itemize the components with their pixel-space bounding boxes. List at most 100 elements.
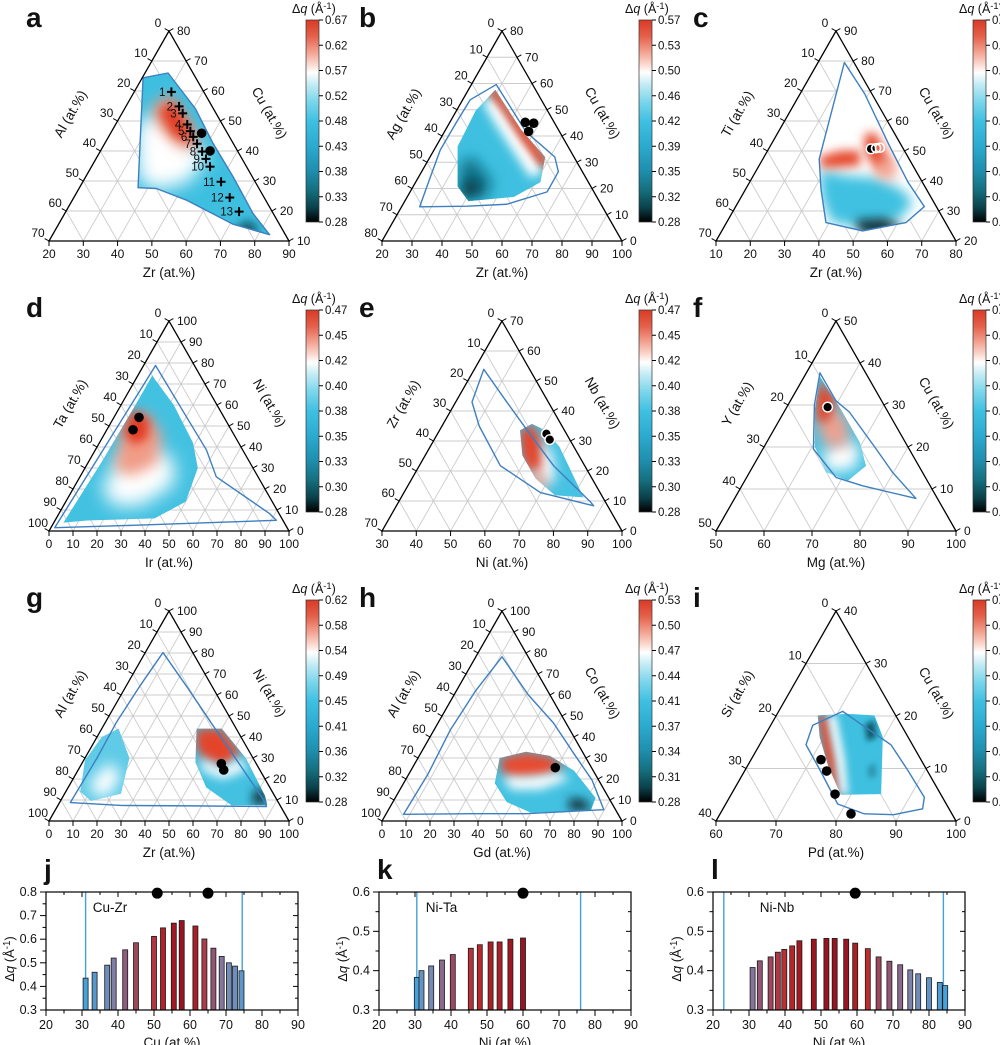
right-axis-title: Ni (at.%): [250, 666, 289, 719]
svg-text:90: 90: [189, 625, 203, 639]
bottom-axis-title: Zr (at.%): [476, 265, 529, 280]
colorbar-title: Δq (Å-1): [292, 1, 336, 16]
svg-text:70: 70: [512, 537, 526, 551]
svg-text:60: 60: [519, 827, 533, 841]
svg-text:0: 0: [297, 524, 304, 538]
panel-e: e 30 0 70 40 10 60 50 20 50 60 30 40 70 40 30 80 50 20 90 6…: [333, 290, 680, 580]
svg-text:80: 80: [177, 24, 191, 38]
svg-text:30: 30: [405, 247, 419, 261]
svg-text:100: 100: [612, 537, 632, 551]
ternary-chart-f: 50 0 50 60 10 40 70 20 30 80 30 20 90 40 10 100 50 0 Mg (a…: [698, 291, 1000, 570]
ternary-ticks: [44, 28, 294, 246]
svg-text:40: 40: [812, 247, 826, 261]
svg-text:20: 20: [117, 76, 131, 90]
svg-text:80: 80: [922, 1018, 936, 1032]
svg-text:30: 30: [114, 827, 128, 841]
svg-text:0.28: 0.28: [325, 507, 347, 519]
y-axis-title: Δq (Å-1): [2, 936, 17, 982]
axis-tick-labels: 20 30 40 50 60 70 80 90 0.3 0.4 0.5 0.6 0.7 0.8: [20, 885, 305, 1032]
svg-text:90: 90: [624, 1018, 638, 1032]
svg-text:0.32: 0.32: [658, 192, 680, 204]
svg-text:40: 40: [444, 1018, 458, 1032]
svg-text:70: 70: [552, 1018, 566, 1032]
svg-text:0: 0: [488, 596, 495, 610]
svg-text:30: 30: [408, 1018, 422, 1032]
composition-region-outline: [137, 72, 271, 236]
svg-text:70: 70: [67, 743, 81, 757]
composition-markers: [520, 117, 539, 137]
svg-text:20: 20: [706, 1018, 720, 1032]
svg-text:0.42: 0.42: [325, 356, 347, 368]
system-label: Cu-Zr: [93, 900, 128, 915]
svg-text:30: 30: [585, 155, 599, 169]
left-axis-title: Al (at.%): [51, 88, 90, 140]
svg-text:40: 40: [582, 730, 596, 744]
svg-text:0.29: 0.29: [992, 772, 1000, 784]
svg-text:0.44: 0.44: [658, 671, 681, 683]
svg-text:90: 90: [291, 1018, 305, 1032]
bar: [428, 965, 435, 1011]
panel-d: d 0 0 100 10 10 90 20 20 80 30 30 70 40 40 60 50 50 50 60 6…: [0, 290, 347, 580]
svg-text:80: 80: [588, 1018, 602, 1032]
right-axis-title: Cu (at.%): [916, 374, 957, 431]
svg-text:0.30: 0.30: [992, 482, 1000, 494]
bar: [936, 982, 943, 1011]
svg-text:0.36: 0.36: [325, 747, 347, 759]
svg-text:70: 70: [543, 827, 557, 841]
svg-text:0.37: 0.37: [992, 406, 1000, 418]
bar-chart-l: 20 30 40 50 60 70 80 90 0.3 0.4 0.5 0.6 Ni-Nb Ni (at.…: [669, 885, 972, 1045]
svg-text:0.5: 0.5: [20, 956, 37, 970]
left-axis-title: Ag (at.%): [383, 86, 424, 142]
svg-text:0.30: 0.30: [325, 482, 347, 494]
panel-letter-c: c: [693, 2, 709, 33]
svg-text:20: 20: [273, 482, 287, 496]
svg-text:0: 0: [155, 596, 162, 610]
svg-text:90: 90: [522, 625, 536, 639]
svg-text:50: 50: [91, 411, 105, 425]
svg-text:10: 10: [472, 617, 486, 631]
svg-text:20: 20: [600, 182, 614, 196]
left-axis-title: Ta (at.%): [50, 377, 90, 431]
svg-text:0: 0: [630, 524, 637, 538]
svg-text:60: 60: [394, 174, 408, 188]
svg-text:60: 60: [186, 827, 200, 841]
ternary-frame: [714, 29, 958, 242]
svg-text:100: 100: [946, 827, 966, 841]
svg-text:60: 60: [709, 827, 723, 841]
bottom-axis-title: Zr (at.%): [810, 265, 863, 280]
svg-text:0: 0: [379, 827, 386, 841]
svg-text:10: 10: [139, 617, 153, 631]
bar-chart-k: 20 30 40 50 60 70 80 90 0.3 0.4 0.5 0.6 Ni-Ta Ni (at.…: [335, 885, 638, 1045]
svg-text:20: 20: [964, 234, 978, 248]
bar: [496, 941, 503, 1011]
svg-text:80: 80: [829, 827, 843, 841]
colorbar: 0.36 0.35 0.34 0.33 0.32 0.31 0.30 0.29 0.28 Δq (…: [959, 581, 1000, 809]
panel-letter-i: i: [693, 582, 701, 613]
composition-region-outline: [818, 61, 926, 232]
svg-text:90: 90: [258, 537, 272, 551]
bottom-axis-title: Mg (at.%): [807, 555, 866, 570]
right-axis-title: Co (at.%): [582, 664, 623, 721]
composition-markers: [816, 754, 856, 819]
svg-text:0.28: 0.28: [992, 217, 1000, 229]
composition-markers: [128, 412, 144, 435]
bar: [796, 940, 803, 1011]
bar: [104, 964, 111, 1011]
colorbar-title: Δq (Å-1): [292, 291, 336, 306]
svg-text:40: 40: [83, 136, 97, 150]
composition-markers: [550, 762, 561, 773]
bottom-axis-title: Ir (at.%): [145, 555, 193, 570]
svg-text:90: 90: [376, 785, 390, 799]
svg-text:0.8: 0.8: [20, 885, 37, 899]
ternary-tick-labels: 30 0 70 40 10 60 50 20 50 60 30 40 70 40 30 80 50 20 90 60 1…: [364, 306, 637, 551]
svg-text:0.5: 0.5: [353, 924, 370, 938]
bar: [915, 973, 922, 1011]
svg-text:50: 50: [698, 516, 712, 530]
svg-text:80: 80: [949, 247, 963, 261]
bar: [439, 959, 445, 1011]
svg-text:10: 10: [285, 503, 299, 517]
svg-text:70: 70: [210, 827, 224, 841]
colorbar-title: Δq (Å-1): [959, 581, 1000, 596]
svg-text:10: 10: [801, 46, 815, 60]
svg-text:30: 30: [261, 461, 275, 475]
